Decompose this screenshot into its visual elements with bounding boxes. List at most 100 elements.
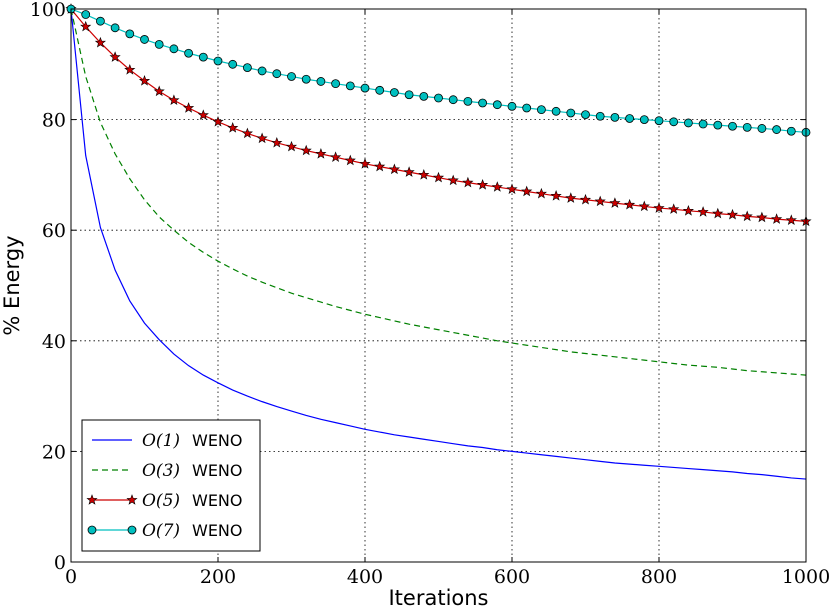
data-point xyxy=(197,109,209,120)
data-point xyxy=(772,125,781,134)
legend-suffix: WENO xyxy=(192,461,243,480)
data-point xyxy=(242,63,252,73)
y-tick-label: 0 xyxy=(54,552,66,574)
data-point xyxy=(713,120,723,130)
data-point xyxy=(625,114,634,123)
data-point xyxy=(389,88,399,97)
data-point xyxy=(256,132,268,144)
data-point xyxy=(301,74,311,84)
x-tick-label: 1000 xyxy=(782,566,830,588)
data-point xyxy=(537,105,546,115)
data-point xyxy=(535,187,547,199)
data-point xyxy=(109,51,121,62)
data-point xyxy=(566,108,576,118)
data-point xyxy=(241,127,253,139)
data-point xyxy=(609,197,621,208)
data-point xyxy=(785,214,797,225)
legend-item: O(1) WENO xyxy=(92,431,243,451)
data-point xyxy=(522,103,532,113)
y-tick-label: 40 xyxy=(42,331,66,353)
data-point xyxy=(227,122,239,133)
legend-item: O(5) WENO xyxy=(86,491,243,511)
data-point xyxy=(684,118,693,128)
data-point xyxy=(125,29,135,39)
legend-marker xyxy=(86,494,98,505)
data-point xyxy=(344,154,356,166)
data-point xyxy=(712,207,724,219)
data-point xyxy=(698,119,708,129)
data-point xyxy=(154,39,164,49)
data-point xyxy=(140,35,149,44)
data-point xyxy=(448,95,458,105)
legend-suffix: WENO xyxy=(192,521,243,540)
legend: O(1) WENO O(3) WENO O(5) WENO O(7) WENO xyxy=(81,419,261,552)
series-line xyxy=(70,8,807,376)
data-point xyxy=(285,140,298,152)
data-point xyxy=(403,166,415,177)
data-point xyxy=(419,91,429,101)
series-group xyxy=(65,3,812,480)
data-point xyxy=(316,77,326,86)
data-point xyxy=(728,121,737,131)
y-tick-label: 60 xyxy=(42,220,66,242)
series-line xyxy=(70,8,807,480)
data-point xyxy=(653,202,665,213)
data-point xyxy=(434,93,443,103)
x-tick-label: 400 xyxy=(347,566,383,588)
legend-box xyxy=(81,419,261,552)
data-point xyxy=(463,96,473,106)
axis-ticks: 0 200 400 600 800 1000 0 20 40 60 80 100 xyxy=(30,0,830,588)
data-point xyxy=(138,75,151,86)
data-point xyxy=(697,206,709,217)
data-point xyxy=(287,72,296,81)
series-3 xyxy=(66,4,811,137)
legend-suffix: WENO xyxy=(192,431,243,450)
series-line xyxy=(70,8,807,222)
data-point xyxy=(213,56,223,66)
legend-item: O(7) WENO xyxy=(87,521,243,541)
data-point xyxy=(742,122,752,132)
data-point xyxy=(271,136,283,148)
data-point xyxy=(300,144,312,156)
x-axis-title: Iterations xyxy=(388,586,488,608)
data-point xyxy=(81,10,91,19)
series-line xyxy=(70,8,807,133)
data-point xyxy=(594,195,606,207)
data-point xyxy=(212,115,224,127)
legend-marker xyxy=(127,525,137,535)
data-point xyxy=(478,98,488,108)
data-point xyxy=(345,81,355,91)
data-point xyxy=(169,44,179,54)
y-tick-label: 80 xyxy=(42,110,66,132)
data-point xyxy=(315,148,327,159)
series-0 xyxy=(70,8,807,480)
legend-label: O(5) xyxy=(142,491,180,511)
data-point xyxy=(462,176,474,188)
y-tick-label: 100 xyxy=(30,0,66,21)
data-point xyxy=(771,213,783,224)
legend-label: O(3) xyxy=(142,461,180,481)
data-point xyxy=(595,111,605,121)
data-point xyxy=(741,210,753,222)
data-point xyxy=(432,171,445,183)
data-point xyxy=(228,59,238,69)
data-point xyxy=(668,203,680,214)
data-point xyxy=(477,178,489,190)
data-point xyxy=(110,23,120,33)
data-point xyxy=(551,106,561,116)
data-point xyxy=(654,116,664,126)
data-point xyxy=(153,85,165,97)
data-point xyxy=(521,185,533,197)
data-point xyxy=(375,85,385,95)
y-axis-title: % Energy xyxy=(0,235,24,335)
data-point xyxy=(359,157,371,169)
data-point xyxy=(330,151,342,162)
legend-label: O(7) xyxy=(142,521,180,541)
data-point xyxy=(550,190,562,201)
data-point xyxy=(80,20,92,32)
plot-frame xyxy=(70,8,807,563)
data-point xyxy=(581,110,590,120)
data-point xyxy=(96,16,105,26)
x-tick-label: 200 xyxy=(200,566,236,588)
